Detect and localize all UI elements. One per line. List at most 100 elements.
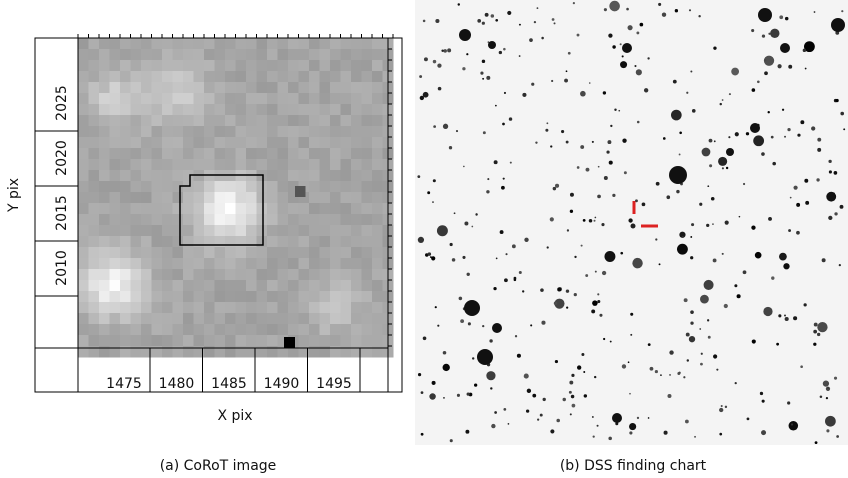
star <box>522 93 526 97</box>
star <box>770 29 779 38</box>
pixel <box>288 236 299 248</box>
pixel <box>246 302 257 314</box>
pixel <box>351 137 362 149</box>
pixel <box>341 225 352 237</box>
pixel <box>236 93 247 105</box>
pixel <box>120 203 131 215</box>
pixel <box>131 225 142 237</box>
pixel <box>341 324 352 336</box>
pixel <box>141 71 152 83</box>
pixel <box>215 82 226 94</box>
pixel <box>120 181 131 193</box>
pixel <box>341 181 352 193</box>
pixel <box>320 60 331 72</box>
star <box>496 258 498 260</box>
pixel <box>257 159 268 171</box>
pixel <box>215 225 226 237</box>
pixel <box>372 335 383 347</box>
star <box>771 276 774 279</box>
star <box>454 212 456 214</box>
pixel <box>89 137 100 149</box>
pixel <box>204 324 215 336</box>
star <box>482 60 485 63</box>
pixel <box>173 82 184 94</box>
bright-star <box>459 29 471 41</box>
pixel <box>309 335 320 347</box>
pixel <box>183 82 194 94</box>
star <box>486 371 495 380</box>
star <box>495 19 498 22</box>
star <box>655 370 658 373</box>
star <box>570 193 574 197</box>
star <box>823 380 829 386</box>
star <box>486 76 490 80</box>
pixel <box>362 269 373 281</box>
star <box>655 238 657 240</box>
pixel <box>120 49 131 61</box>
pixel <box>225 225 236 237</box>
star <box>609 1 620 12</box>
star <box>648 343 651 346</box>
star <box>720 103 722 105</box>
pixel <box>267 203 278 215</box>
pixel <box>299 148 310 160</box>
star <box>700 363 703 366</box>
pixel <box>320 170 331 182</box>
star <box>577 34 580 37</box>
pixel <box>99 115 110 127</box>
star <box>658 3 661 6</box>
pixel <box>173 60 184 72</box>
pixel <box>320 159 331 171</box>
star <box>622 364 626 368</box>
pixel <box>341 236 352 248</box>
pixel <box>152 225 163 237</box>
pixel <box>162 335 173 347</box>
pixel <box>372 82 383 94</box>
pixel <box>89 82 100 94</box>
pixel <box>372 38 383 50</box>
star <box>452 258 456 262</box>
pixel <box>351 236 362 248</box>
star <box>474 383 477 386</box>
pixel <box>194 93 205 105</box>
star <box>739 216 741 218</box>
pixel <box>267 258 278 270</box>
pixel <box>120 159 131 171</box>
star <box>664 431 668 435</box>
pixel <box>141 170 152 182</box>
pixel <box>99 93 110 105</box>
pixel <box>362 225 373 237</box>
star <box>427 191 430 194</box>
star <box>728 136 730 138</box>
pixel <box>288 302 299 314</box>
pixel <box>246 159 257 171</box>
bright-star <box>831 18 845 32</box>
star <box>543 398 546 401</box>
pixel <box>246 137 257 149</box>
pixel <box>120 225 131 237</box>
pixel <box>362 60 373 72</box>
pixel <box>99 181 110 193</box>
pixel <box>131 192 142 204</box>
pixel <box>236 313 247 325</box>
pixel <box>78 93 89 105</box>
star <box>663 137 666 140</box>
star <box>574 293 577 296</box>
pixel <box>204 115 215 127</box>
pixel <box>173 170 184 182</box>
pixel <box>320 324 331 336</box>
star <box>592 416 594 418</box>
pixel <box>299 203 310 215</box>
pixel <box>215 313 226 325</box>
star <box>564 79 568 83</box>
star <box>554 22 556 24</box>
star <box>709 164 712 167</box>
star <box>573 2 575 4</box>
pixel <box>215 236 226 248</box>
star <box>725 221 729 225</box>
pixel <box>141 203 152 215</box>
pixel <box>78 181 89 193</box>
star <box>428 252 431 255</box>
pixel <box>309 269 320 281</box>
pixel <box>330 335 341 347</box>
